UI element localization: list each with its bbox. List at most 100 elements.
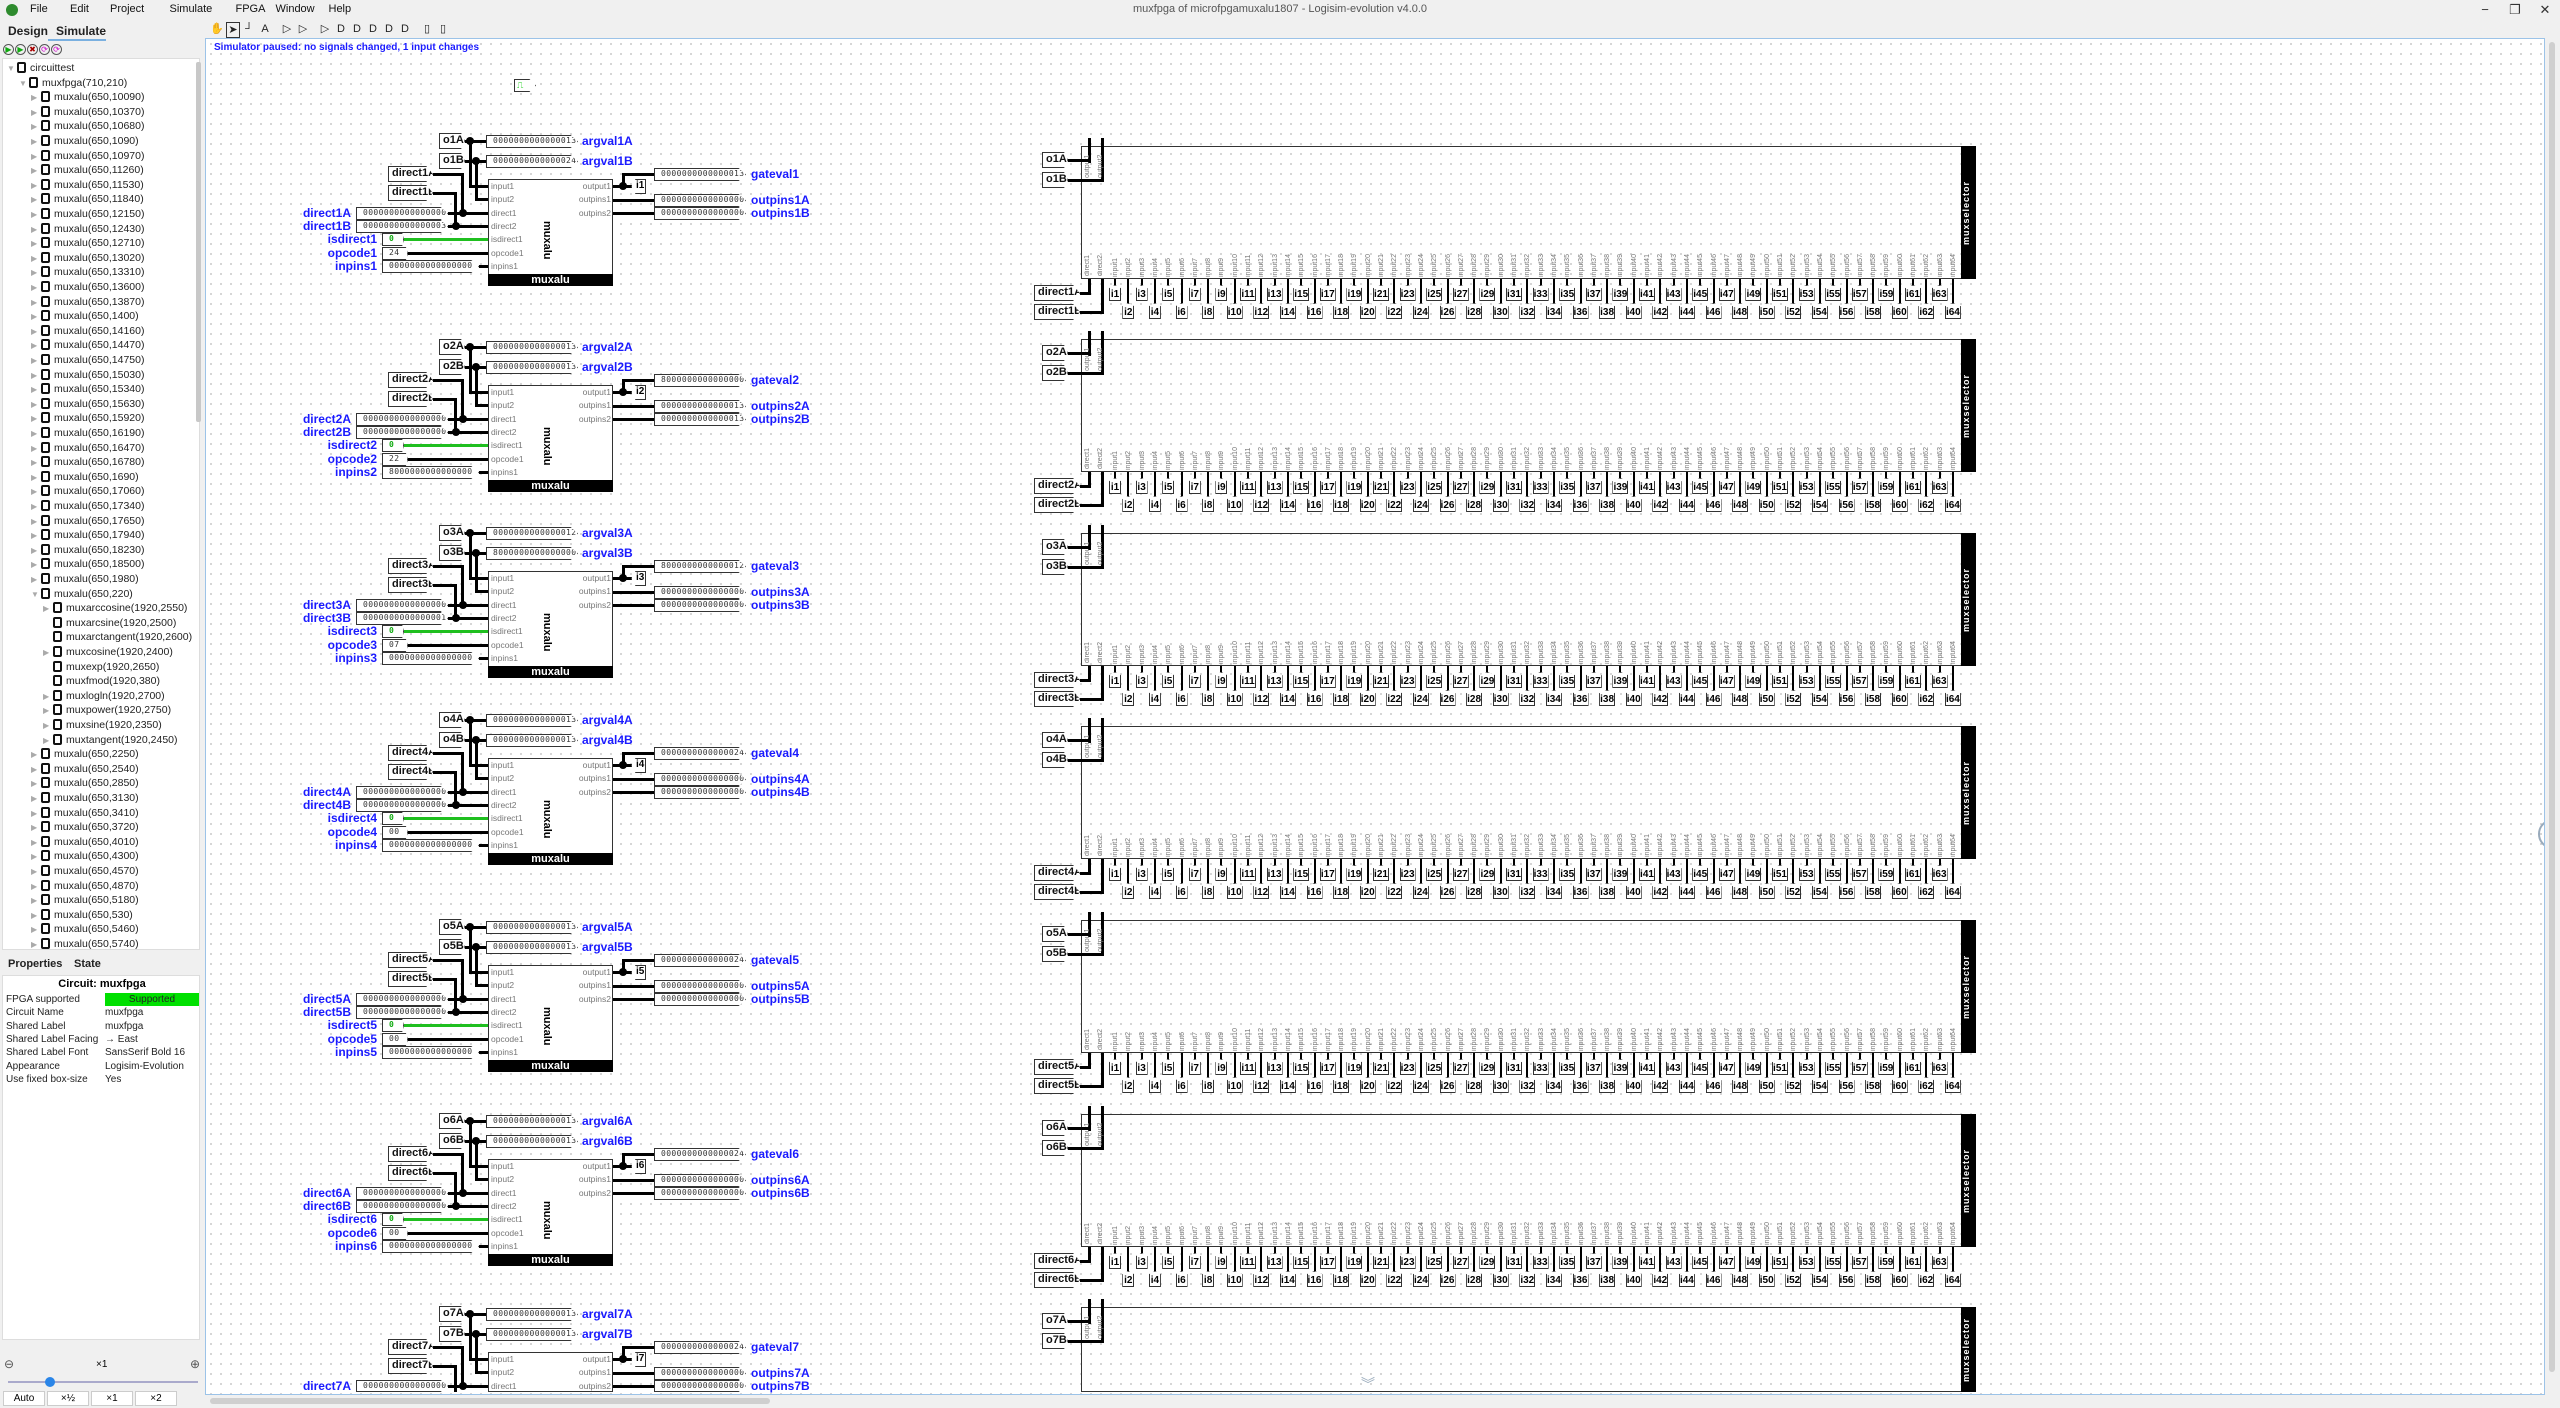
tree-item[interactable]: ▶ muxalu(650,530) [31,908,133,922]
tree-item[interactable]: ▶ muxalu(650,1090) [31,134,139,148]
expand-toggle-icon[interactable]: ▶ [31,341,38,351]
expand-toggle-icon[interactable]: ▼ [19,78,27,88]
tree-child-item[interactable]: ▶ muxpower(1920,2750) [43,703,171,717]
zoom-in-icon[interactable]: ⊕ [190,1357,201,1371]
expand-toggle-icon[interactable]: ▶ [31,925,38,935]
circuit-canvas[interactable]: Simulator paused: no signals changed, 1 … [205,38,2545,1395]
menu-file[interactable]: File [30,3,48,15]
tree-child-item[interactable]: ▶ muxsine(1920,2350) [43,718,162,732]
menu-edit[interactable]: Edit [70,3,89,15]
expand-toggle-icon[interactable]: ▶ [31,283,38,292]
tree-item[interactable]: ▶ muxalu(650,12150) [31,207,144,221]
minimize-button[interactable]: − [2481,2,2489,17]
tree-item[interactable]: ▶ muxalu(650,5180) [31,893,139,907]
input-pin-icon[interactable]: ▷ [282,23,292,35]
xor-gate-icon[interactable]: D [369,23,377,35]
tab-state[interactable]: State [74,958,101,970]
expand-toggle-icon[interactable]: ▶ [43,706,50,716]
tree-child-item[interactable]: ▶ muxtangent(1920,2450) [43,733,178,747]
expand-toggle-icon[interactable]: ▶ [31,370,38,380]
expand-toggle-icon[interactable]: ▶ [31,808,38,818]
menu-help[interactable]: Help [328,3,352,15]
expand-toggle-icon[interactable]: ▶ [31,253,38,263]
expand-toggle-icon[interactable]: ▶ [31,458,38,468]
expand-toggle-icon[interactable]: ▶ [31,297,38,307]
expand-toggle-icon[interactable]: ▶ [31,414,38,424]
expand-toggle-icon[interactable]: ▶ [31,750,38,760]
expand-toggle-icon[interactable]: ▶ [31,779,38,789]
muxalu-component[interactable] [488,1352,613,1392]
input-pin-inpins2[interactable]: 8000000000000000 [382,466,479,479]
expand-toggle-icon[interactable]: ▶ [31,166,38,176]
input-pin-direct1B[interactable]: 0000000000000003 [356,220,448,233]
expand-toggle-icon[interactable]: ▶ [43,721,50,730]
tree-item[interactable]: ▶ muxalu(650,15920) [31,411,144,425]
subcircuit-icon[interactable]: ▯ [423,23,431,35]
expand-toggle-icon[interactable]: ▶ [31,896,38,906]
tree-item[interactable]: ▶ muxalu(650,14470) [31,338,144,352]
tree-item-expanded[interactable]: ▼ muxalu(650,220) [31,587,133,601]
tab-simulate[interactable]: Simulate [56,24,107,38]
tree-item[interactable]: ▶ muxalu(650,18230) [31,543,144,557]
tree-item[interactable]: ▶ muxalu(650,16190) [31,426,144,440]
muxalu-component[interactable] [488,571,613,678]
tree-item[interactable]: ▶ muxalu(650,15030) [31,368,144,382]
zoom-2x-button[interactable]: ×2 [135,1391,177,1406]
expand-toggle-icon[interactable]: ▶ [31,531,38,541]
tree-item[interactable]: ▶ muxalu(650,12710) [31,236,144,250]
input-pin-direct7A[interactable]: 0000000000000000 [356,1380,448,1392]
tree-item[interactable]: ▶ muxalu(650,16780) [31,455,144,469]
expand-toggle-icon[interactable]: ▼ [7,64,15,73]
tree-item[interactable]: ▶ muxalu(650,17940) [31,528,144,542]
reset-icon[interactable]: ✖ [27,44,38,55]
expand-toggle-icon[interactable]: ▶ [31,560,38,570]
property-value[interactable]: muxfpga [105,1007,144,1019]
expand-toggle-icon[interactable]: ▶ [31,268,38,278]
expand-toggle-icon[interactable]: ▶ [31,356,38,365]
expand-toggle-icon[interactable]: ▶ [31,794,38,803]
expand-toggle-icon[interactable]: ▶ [31,823,38,833]
tree-item[interactable]: ▶ muxalu(650,17340) [31,499,144,513]
play-icon[interactable]: ▶ [3,44,14,55]
tree-item[interactable]: ▶ muxalu(650,14750) [31,353,144,367]
tree-item[interactable]: ▶ muxalu(650,2540) [31,762,139,776]
tree-child-item[interactable]: ▶ muxarccosine(1920,2550) [43,601,187,615]
muxalu-component[interactable] [488,385,613,492]
input-pin-opcode5[interactable]: 00 [382,1033,408,1046]
expand-toggle-icon[interactable]: ▶ [31,881,38,891]
input-pin-inpins3[interactable]: 0000000000000000 [382,652,479,665]
expand-toggle-icon[interactable]: ▶ [31,502,38,511]
property-value[interactable]: Supported [105,993,199,1006]
tree-item[interactable]: ▶ muxalu(650,1690) [31,470,139,484]
scroll-down-chevron-icon[interactable]: ︾ [1361,1376,1375,1392]
expand-toggle-icon[interactable]: ▶ [31,93,38,103]
zoom-1x-button[interactable]: ×1 [91,1391,133,1406]
input-pin-direct5B[interactable]: 0000000000000000 [356,1006,448,1019]
input-pin-opcode2[interactable]: 22 [382,453,408,466]
tree-item[interactable]: ▶ muxalu(650,3130) [31,791,139,805]
expand-toggle-icon[interactable]: ▶ [31,224,38,234]
tree-item[interactable]: ▶ muxalu(650,4010) [31,835,139,849]
tree-item-muxfpga[interactable]: ▼ muxfpga(710,210) [19,76,127,90]
close-button[interactable]: ✕ [2539,2,2551,17]
nor-gate-icon[interactable]: D [401,23,409,35]
text-icon[interactable]: A [261,23,269,35]
expand-toggle-icon[interactable]: ▶ [31,852,38,862]
tree-item[interactable]: ▶ muxalu(650,2250) [31,747,139,761]
input-pin-inpins5[interactable]: 0000000000000000 [382,1046,479,1059]
property-value[interactable]: Yes [105,1073,122,1085]
property-value[interactable]: SansSerif Bold 16 [105,1047,186,1059]
tree-item[interactable]: ▶ muxalu(650,18500) [31,557,144,571]
expand-toggle-icon[interactable]: ▶ [31,487,38,497]
tree-item[interactable]: ▶ muxalu(650,4570) [31,864,139,878]
expand-toggle-icon[interactable]: ▶ [43,735,50,745]
input-pin-direct3A[interactable]: 0000000000000000 [356,599,448,612]
or-gate-icon[interactable]: D [353,23,361,35]
appearance-icon[interactable]: ▯ [439,23,447,35]
tree-child-item[interactable]: muxexp(1920,2650) [43,660,159,674]
expand-toggle-icon[interactable]: ▶ [31,122,38,132]
tree-child-item[interactable]: ▶ muxlogln(1920,2700) [43,689,165,703]
menu-window[interactable]: Window [275,3,315,15]
vertical-scroll-thumb[interactable] [2549,42,2555,1372]
expand-toggle-icon[interactable]: ▶ [31,239,38,249]
